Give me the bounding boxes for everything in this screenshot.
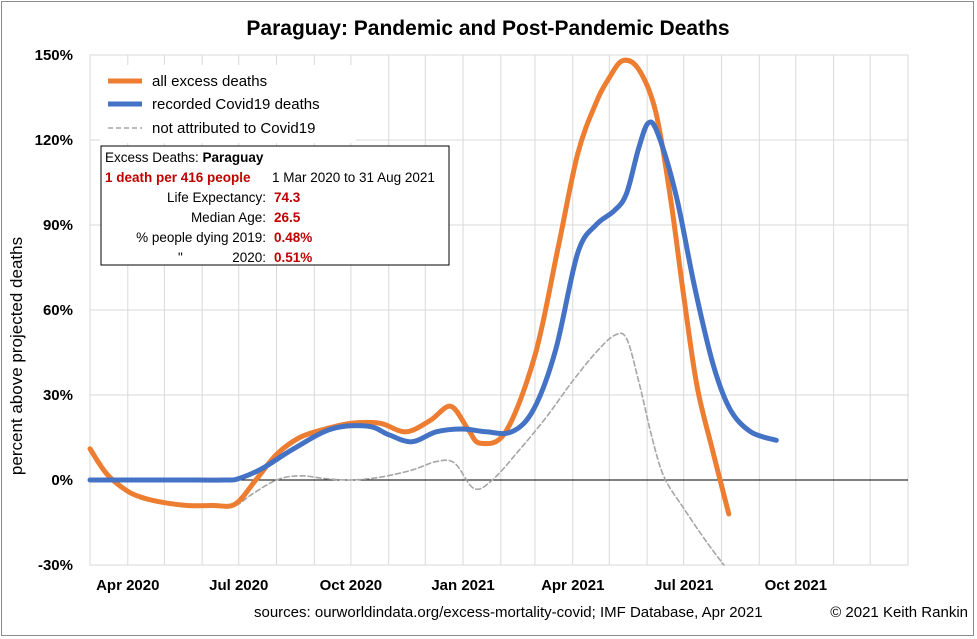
- credit-text: © 2021 Keith Rankin: [830, 604, 968, 621]
- info-dying-2020-value: 0.51%: [274, 250, 312, 265]
- info-dying-2019-value: 0.48%: [274, 230, 312, 245]
- x-tick-label: Jan 2021: [431, 577, 494, 594]
- series-line-0: [87, 57, 732, 517]
- y-tick-label: 150%: [35, 47, 73, 64]
- info-header-country: Paraguay: [203, 150, 264, 165]
- info-rate: 1 death per 416 people: [105, 170, 251, 185]
- info-box: Excess Deaths: Paraguay 1 death per 416 …: [100, 145, 450, 266]
- x-tick-label: Apr 2021: [541, 577, 604, 594]
- legend-label-covid: recorded Covid19 deaths: [152, 96, 320, 113]
- info-life-expectancy-label: Life Expectancy:: [167, 190, 266, 205]
- legend-box: [100, 65, 356, 143]
- chart-title-country: Paraguay: [246, 17, 341, 40]
- y-tick-label: 90%: [43, 217, 73, 234]
- legend-label-all-excess: all excess deaths: [152, 73, 267, 90]
- info-header: Excess Deaths: Paraguay: [105, 150, 264, 165]
- y-axis-ticks: -30% 0% 30% 60% 90% 120% 150%: [35, 47, 73, 574]
- x-tick-label: Jul 2020: [209, 577, 268, 594]
- info-box-border: [100, 145, 450, 266]
- x-tick-label: Apr 2020: [96, 577, 159, 594]
- info-dying-2019-label: % people dying 2019:: [136, 230, 266, 245]
- y-tick-label: 60%: [43, 302, 73, 319]
- x-tick-label: Oct 2020: [320, 577, 383, 594]
- y-tick-label: 120%: [35, 132, 73, 149]
- legend: all excess deaths recorded Covid19 death…: [100, 65, 356, 143]
- x-axis-ticks: Apr 2020 Jul 2020 Oct 2020 Jan 2021 Apr 2021…: [96, 577, 827, 594]
- x-tick-label: Oct 2021: [765, 577, 828, 594]
- y-tick-label: 30%: [43, 387, 73, 404]
- info-life-expectancy-value: 74.3: [274, 190, 301, 205]
- series-lines: [87, 57, 779, 566]
- x-tick-label: Jul 2021: [654, 577, 713, 594]
- source-text: sources: ourworldindata.org/excess-morta…: [254, 604, 763, 621]
- info-median-age-value: 26.5: [274, 210, 301, 225]
- y-axis-label: percent above projected deaths: [7, 237, 26, 475]
- info-header-prefix: Excess Deaths:: [105, 150, 203, 165]
- legend-label-not-attributed: not attributed to Covid19: [152, 120, 315, 137]
- chart-title: Paraguay: Pandemic and Post-Pandemic Dea…: [246, 17, 729, 40]
- info-median-age-label: Median Age:: [191, 210, 266, 225]
- info-ditto-mark: ": [178, 250, 183, 265]
- y-tick-label: 0%: [51, 472, 73, 489]
- info-dying-2020-label: 2020:: [232, 250, 266, 265]
- y-tick-label: -30%: [38, 557, 73, 574]
- info-period: 1 Mar 2020 to 31 Aug 2021: [272, 170, 435, 185]
- series-line-1: [87, 119, 779, 483]
- chart-title-rest: : Pandemic and Post-Pandemic Deaths: [341, 17, 730, 40]
